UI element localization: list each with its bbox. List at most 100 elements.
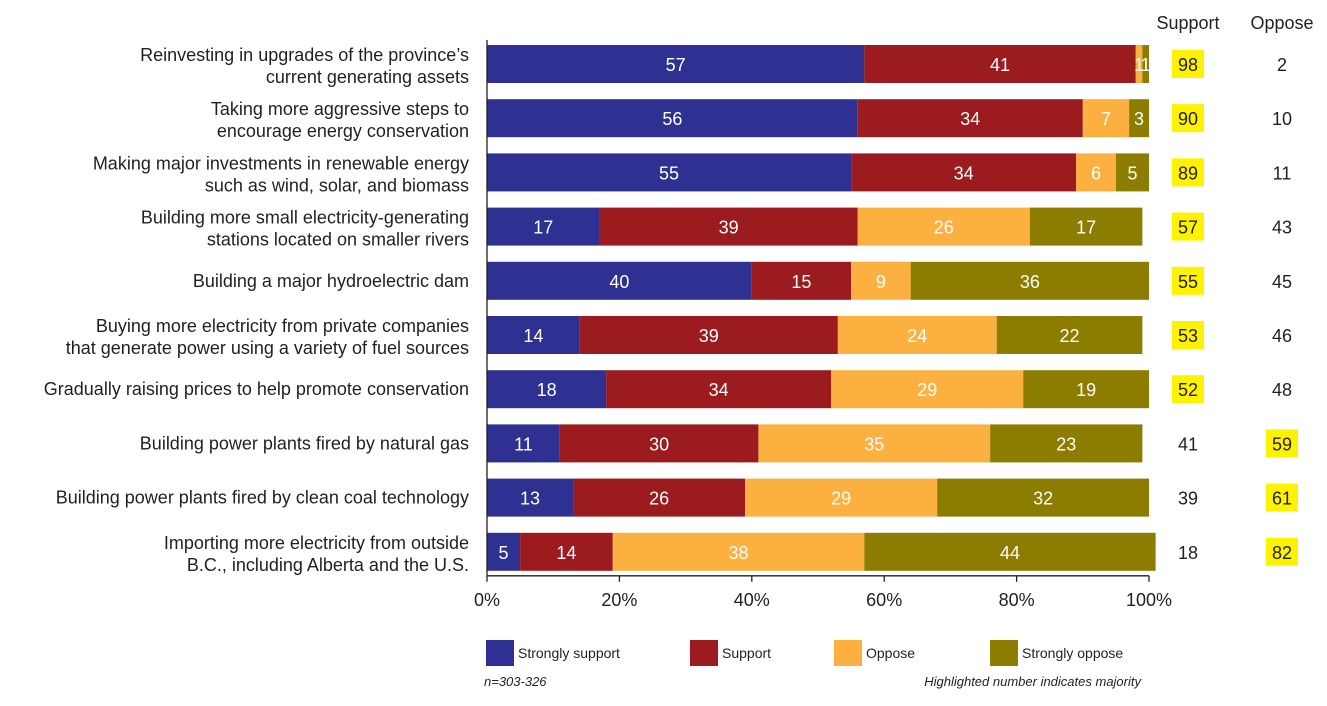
- data-label: 34: [954, 163, 974, 183]
- oppose-total: 59: [1272, 434, 1292, 454]
- x-tick-label: 20%: [601, 590, 637, 610]
- data-label: 36: [1020, 272, 1040, 292]
- data-label: 9: [876, 272, 886, 292]
- data-label: 24: [907, 326, 927, 346]
- bar-segment-oppose: [745, 478, 938, 517]
- bar-segment-oppose: [837, 316, 997, 354]
- bar-segment-strongly-oppose: [864, 532, 1156, 571]
- support-total: 98: [1178, 55, 1198, 75]
- legend: Strongly support Support Oppose Strongly op…: [486, 640, 1123, 666]
- bar-segment-strongly-oppose: [1142, 45, 1149, 83]
- support-total: 55: [1178, 272, 1198, 292]
- bar-segment-strongly-support: [487, 153, 852, 192]
- support-total: 57: [1178, 218, 1198, 238]
- majority-highlight: [1172, 50, 1204, 78]
- oppose-total: 10: [1272, 109, 1292, 129]
- category-label: Gradually raising prices to help promote…: [44, 379, 469, 399]
- oppose-total: 43: [1272, 218, 1292, 238]
- data-label: 39: [699, 326, 719, 346]
- bar-segment-strongly-oppose: [937, 478, 1149, 517]
- data-label: 22: [1060, 326, 1080, 346]
- support-total: 52: [1178, 380, 1198, 400]
- support-total: 90: [1178, 109, 1198, 129]
- majority-highlight: [1172, 321, 1204, 349]
- bar-segment-support: [851, 153, 1077, 192]
- data-label: 18: [537, 380, 557, 400]
- x-axis: 0% 20% 40% 60% 80% 100%: [474, 40, 1172, 610]
- data-label: 34: [960, 109, 980, 129]
- x-tick-label: 80%: [999, 590, 1035, 610]
- legend-swatch: [834, 640, 862, 666]
- legend-swatch: [486, 640, 514, 666]
- data-label: 17: [1076, 218, 1096, 238]
- bar-segment-support: [857, 99, 1083, 138]
- data-label: 30: [649, 434, 669, 454]
- data-label: 32: [1033, 489, 1053, 509]
- support-column-header: Support: [1156, 13, 1219, 33]
- bar-segment-support: [559, 424, 759, 463]
- data-label: 5: [1127, 163, 1137, 183]
- data-label: 56: [662, 109, 682, 129]
- data-label: 6: [1091, 163, 1101, 183]
- data-label: 34: [709, 380, 729, 400]
- bar-segment-strongly-oppose: [1115, 153, 1149, 192]
- oppose-total: 48: [1272, 380, 1292, 400]
- bar-segment-strongly-oppose: [1029, 207, 1143, 246]
- oppose-total: 46: [1272, 326, 1292, 346]
- x-tick-label: 40%: [734, 590, 770, 610]
- category-label: Building more small electricity-generati…: [141, 208, 469, 250]
- bar-segment-strongly-support: [487, 99, 858, 138]
- category-label: Building power plants fired by clean coa…: [56, 488, 469, 508]
- data-label: 29: [917, 380, 937, 400]
- x-tick-label: 100%: [1126, 590, 1172, 610]
- bar-segment-support: [573, 478, 746, 517]
- support-total: 39: [1178, 489, 1198, 509]
- oppose-total: 82: [1272, 543, 1292, 563]
- bar-segment-oppose: [1135, 45, 1143, 83]
- bar-segment-oppose: [857, 207, 1030, 246]
- data-label: 3: [1134, 109, 1144, 129]
- bar-segment-support: [864, 45, 1136, 83]
- data-label: 57: [666, 55, 686, 75]
- majority-highlight: [1172, 104, 1204, 133]
- majority-highlight: [1172, 266, 1204, 295]
- data-label: 26: [649, 489, 669, 509]
- bar-segment-oppose: [831, 370, 1024, 409]
- data-label: 7: [1101, 109, 1111, 129]
- data-label: 23: [1056, 434, 1076, 454]
- data-label: 41: [990, 55, 1010, 75]
- bar-segment-support: [606, 370, 832, 409]
- bar-segment-oppose: [851, 261, 911, 300]
- oppose-total: 61: [1272, 489, 1292, 509]
- support-total: 18: [1178, 543, 1198, 563]
- majority-highlight: [1266, 429, 1298, 458]
- category-label: Making major investments in renewable en…: [93, 153, 469, 195]
- data-label: 13: [520, 489, 540, 509]
- bar-segment-strongly-support: [487, 207, 600, 246]
- oppose-total: 11: [1273, 163, 1292, 183]
- data-label: 44: [1000, 543, 1020, 563]
- category-label: Building a major hydroelectric dam: [193, 271, 469, 291]
- highlight-note: Highlighted number indicates majority: [924, 674, 1142, 689]
- bar-segment-strongly-oppose: [996, 316, 1143, 354]
- bar-segment-strongly-support: [487, 532, 521, 571]
- bar-segment-strongly-support: [487, 370, 607, 409]
- category-label: Buying more electricity from private com…: [66, 316, 469, 358]
- support-total: 41: [1178, 434, 1198, 454]
- bar-segment-oppose: [1082, 99, 1130, 138]
- data-label: 14: [556, 543, 576, 563]
- bar-segment-strongly-oppose: [1023, 370, 1149, 409]
- data-label: 19: [1076, 380, 1096, 400]
- legend-label: Support: [722, 645, 771, 661]
- category-label: Taking more aggressive steps to encourage…: [211, 99, 469, 141]
- majority-highlight: [1172, 375, 1204, 404]
- support-total: 53: [1178, 326, 1198, 346]
- category-label: Reinvesting in upgrades of the province’…: [140, 45, 469, 87]
- legend-swatch: [690, 640, 718, 666]
- data-label: 14: [523, 326, 543, 346]
- sample-size-note: n=303-326: [484, 674, 547, 689]
- oppose-total: 2: [1277, 55, 1287, 75]
- plot-area: Support Oppose Reinvesting in upgrades of …: [44, 13, 1314, 575]
- legend-label: Strongly oppose: [1022, 645, 1123, 661]
- majority-highlight: [1172, 158, 1204, 187]
